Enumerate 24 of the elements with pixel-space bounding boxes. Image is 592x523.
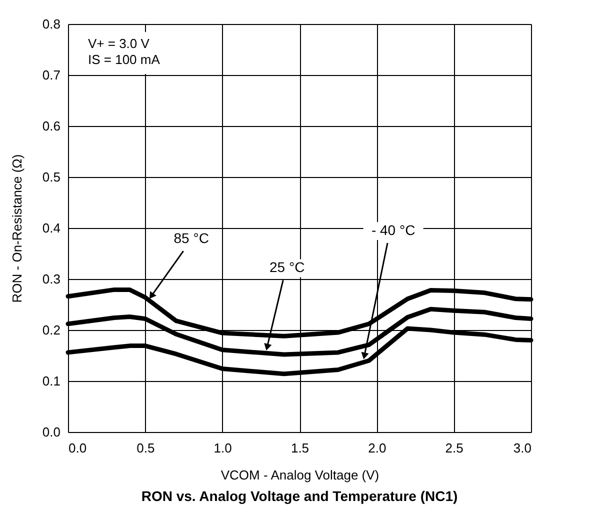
x-tick-label: 1.0 (214, 440, 232, 456)
y-tick-label: 0.4 (42, 220, 60, 236)
y-tick-label: 0.2 (42, 322, 60, 338)
x-tick-label: 0.5 (136, 440, 155, 456)
y-tick-label: 0.0 (42, 424, 60, 440)
x-axis-title: VCOM - Analog Voltage (V) (220, 468, 380, 482)
annotation: IS = 100 mA (88, 52, 160, 67)
text: 25 °C (270, 259, 305, 276)
y-tick-label: 0.1 (42, 374, 60, 388)
y-axis-title: RON - On-Resistance (Ω) (9, 154, 24, 303)
x-tick-label: 2.5 (445, 440, 464, 456)
y-tick-label: 0.7 (42, 68, 60, 82)
x-tick-label: 2.0 (368, 440, 386, 456)
y-tick-label: 0.5 (42, 170, 60, 184)
text: - 40 °C (371, 222, 416, 238)
x-tick-label: 1.5 (290, 440, 310, 456)
x-tick-label: 3.0 (513, 440, 532, 456)
text: 85 °C (174, 230, 209, 246)
text: RON vs. Analog Voltage and Temperature (NC1) (141, 488, 458, 504)
y-tick-label: 0.3 (42, 272, 60, 286)
y-tick-label: 0.6 (42, 118, 60, 134)
y-tick-label: 0.8 (42, 16, 60, 32)
annotation: V+ = 3.0 V (88, 36, 150, 51)
x-tick-label: 0.0 (68, 440, 87, 456)
